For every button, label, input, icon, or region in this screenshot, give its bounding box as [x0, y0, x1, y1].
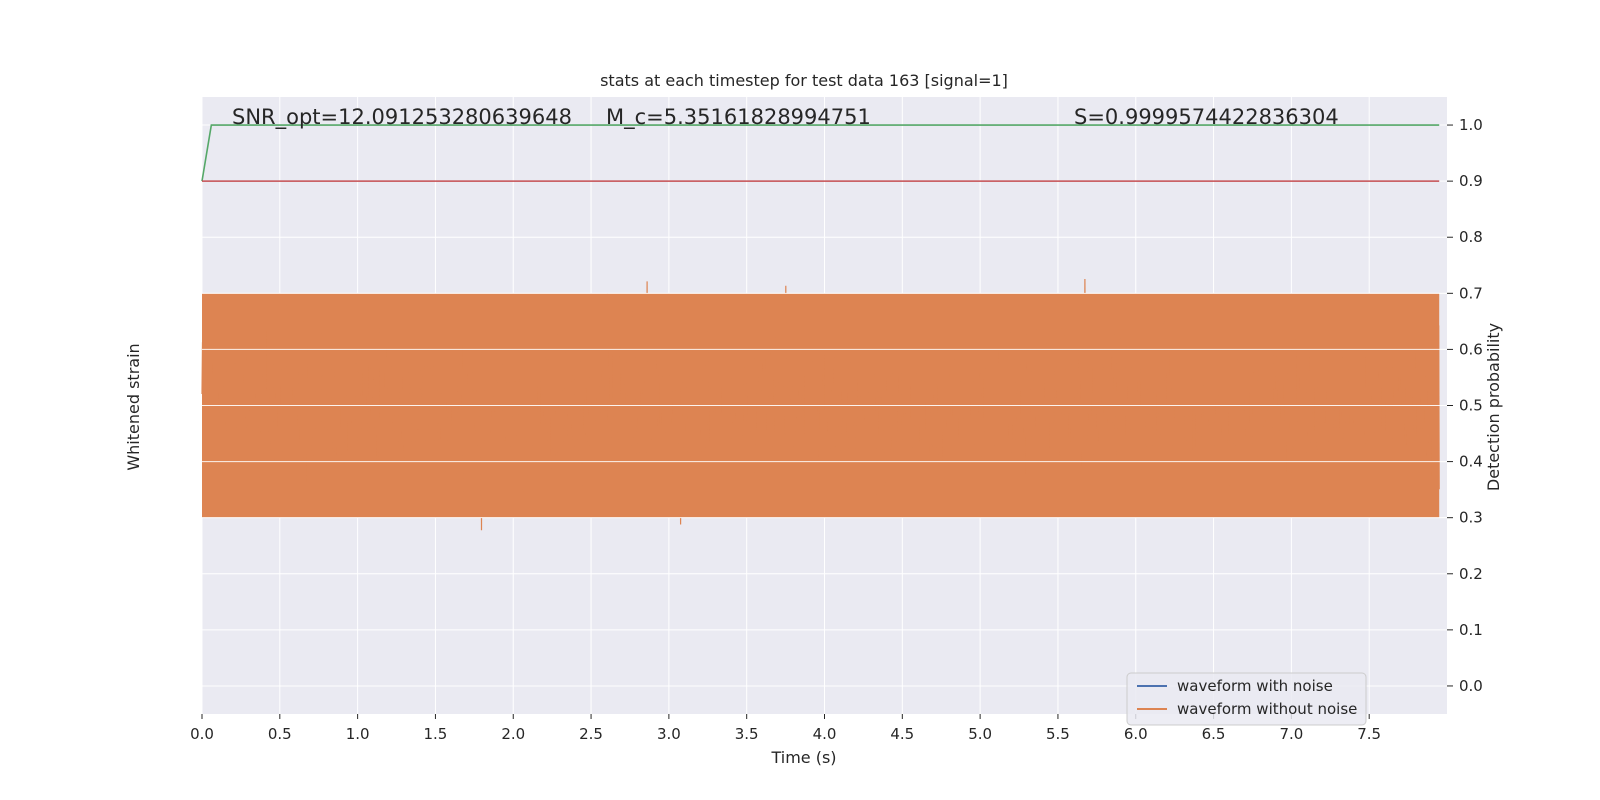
x-axis-label: Time (s): [770, 748, 836, 767]
legend-box: [1126, 672, 1367, 726]
y-tick-label: 0.0: [1459, 677, 1483, 695]
y-axis-label-right: Detection probability: [1484, 323, 1503, 491]
y-tick-label: 0.6: [1459, 340, 1483, 358]
y-tick-label: 0.2: [1459, 565, 1483, 583]
x-tick-label: 2.5: [579, 725, 603, 743]
x-tick-label: 7.5: [1357, 725, 1381, 743]
legend-label-noise: waveform with noise: [1177, 677, 1333, 695]
x-tick-label: 1.5: [424, 725, 448, 743]
x-tick-label: 2.0: [501, 725, 525, 743]
x-tick-label: 1.0: [346, 725, 370, 743]
y-tick-label: 0.9: [1459, 172, 1483, 190]
y-tick-label: 0.1: [1459, 621, 1483, 639]
y-tick-label: 1.0: [1459, 116, 1483, 134]
chart-title: stats at each timestep for test data 163…: [600, 71, 1008, 90]
x-tick-label: 4.5: [890, 725, 914, 743]
x-axis-ticks: 0.0 0.5 1.0 1.5 2.0 2.5 3.0 3.5 4.0 4.5 5.0 5.5 6.0 6…: [190, 714, 1381, 743]
x-tick-label: 7.0: [1279, 725, 1303, 743]
annotation-chirp-mass: M_c=5.35161828994751: [606, 105, 871, 130]
y-tick-label: 0.4: [1459, 453, 1483, 471]
waveform-series: [201, 278, 1447, 531]
annotation-statistic: S=0.9999574422836304: [1074, 105, 1339, 129]
x-tick-label: 3.0: [657, 725, 681, 743]
y-tick-label: 0.7: [1459, 284, 1483, 302]
y-tick-label: 0.5: [1459, 397, 1483, 415]
legend: waveform with noise waveform without noi…: [1126, 672, 1367, 726]
waveform-without-noise-line: [201, 278, 1440, 531]
detection-probability-line: [201, 124, 1440, 182]
legend-label-clean: waveform without noise: [1177, 700, 1357, 718]
x-tick-label: 0.0: [190, 725, 214, 743]
probability-series: [201, 124, 1440, 182]
x-tick-label: 0.5: [268, 725, 292, 743]
x-tick-label: 6.0: [1124, 725, 1148, 743]
y-axis-label-left: Whitened strain: [124, 343, 143, 470]
y-axis-ticks-right: 0.0 0.1 0.2 0.3 0.4 0.5 0.6 0.7 0.8 0.9 1.0: [1447, 116, 1483, 695]
x-tick-label: 5.5: [1046, 725, 1070, 743]
annotation-snr: SNR_opt=12.091253280639648: [232, 105, 572, 130]
x-tick-label: 6.5: [1202, 725, 1226, 743]
y-tick-label: 0.3: [1459, 509, 1483, 527]
x-tick-label: 4.0: [813, 725, 837, 743]
y-tick-label: 0.8: [1459, 228, 1483, 246]
x-tick-label: 5.0: [968, 725, 992, 743]
x-tick-label: 3.5: [735, 725, 759, 743]
